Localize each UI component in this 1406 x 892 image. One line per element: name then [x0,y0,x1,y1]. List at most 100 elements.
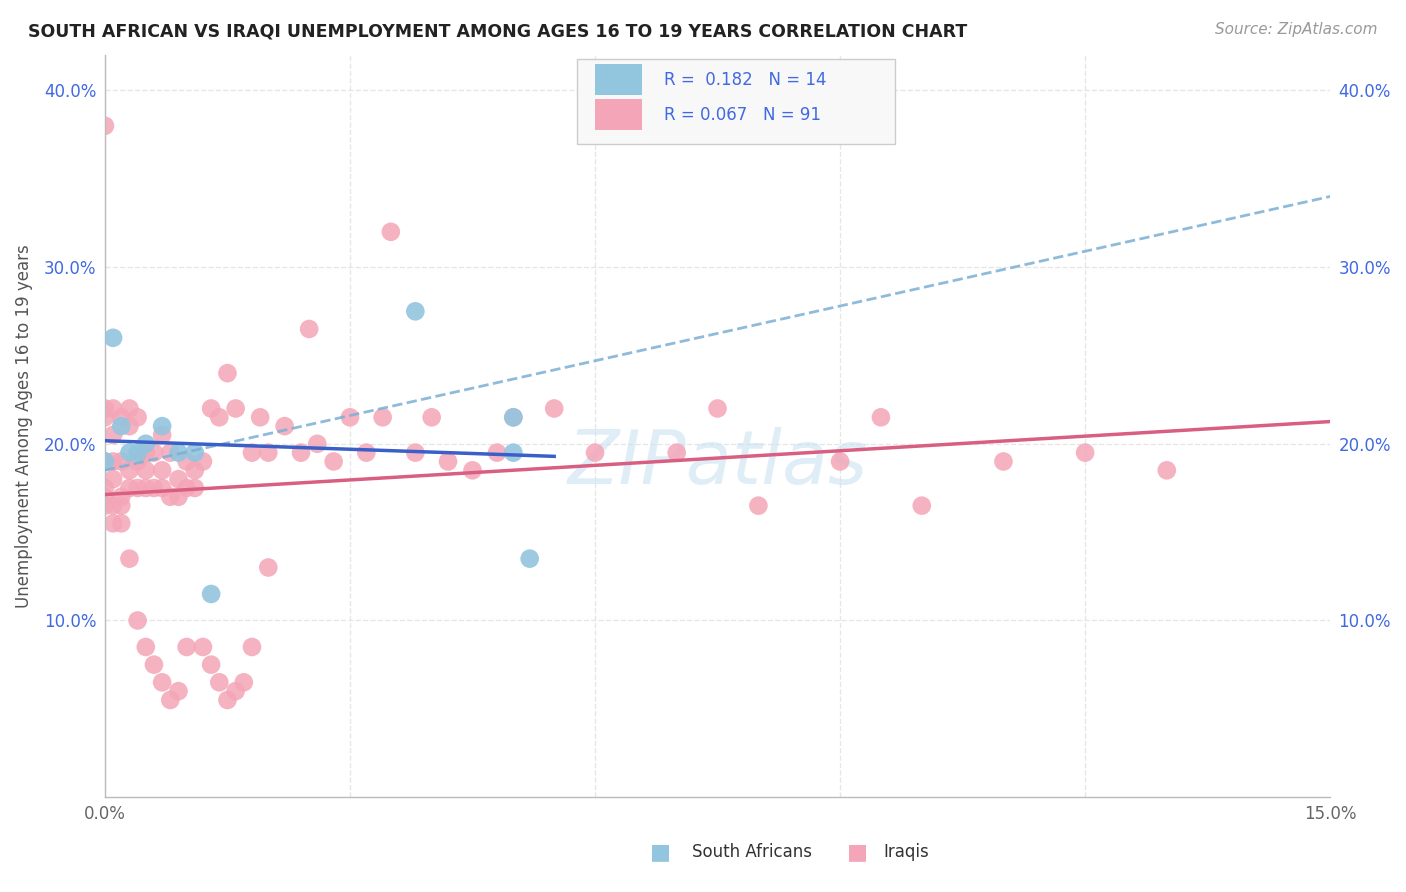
Text: Source: ZipAtlas.com: Source: ZipAtlas.com [1215,22,1378,37]
Text: R = 0.067   N = 91: R = 0.067 N = 91 [664,105,821,123]
Point [502,410,524,425]
Text: South Africans: South Africans [692,843,811,861]
Point [150,419,173,434]
Point [159,693,181,707]
Point [184,481,207,495]
Point [339,410,361,425]
Point [94,454,117,468]
Point [290,445,312,459]
Point [870,410,893,425]
FancyBboxPatch shape [595,99,641,130]
Point [273,419,295,434]
Point [110,419,132,434]
Point [110,516,132,531]
FancyBboxPatch shape [576,59,896,145]
Point [150,675,173,690]
Text: SOUTH AFRICAN VS IRAQI UNEMPLOYMENT AMONG AGES 16 TO 19 YEARS CORRELATION CHART: SOUTH AFRICAN VS IRAQI UNEMPLOYMENT AMON… [28,22,967,40]
FancyBboxPatch shape [595,64,641,95]
Text: ZIPatlas: ZIPatlas [568,427,868,500]
Point [208,410,231,425]
Point [167,445,190,459]
Point [502,445,524,459]
Point [142,481,165,495]
Point [94,410,117,425]
Point [232,675,254,690]
Point [404,304,426,318]
Point [502,410,524,425]
Point [200,657,222,672]
Point [150,481,173,495]
Point [519,551,541,566]
Point [993,454,1015,468]
Point [127,481,149,495]
Point [110,499,132,513]
Point [135,640,157,654]
Point [706,401,728,416]
Point [404,445,426,459]
Point [217,366,239,380]
Point [135,463,157,477]
Point [249,410,271,425]
Point [110,410,132,425]
Point [583,445,606,459]
Point [135,437,157,451]
Point [225,401,247,416]
Point [127,614,149,628]
Point [665,445,688,459]
Point [208,675,231,690]
Point [176,481,198,495]
Point [828,454,851,468]
Point [135,481,157,495]
Point [118,481,141,495]
Point [380,225,402,239]
Point [150,463,173,477]
Point [257,560,280,574]
Point [135,445,157,459]
Point [307,437,329,451]
Point [240,445,263,459]
Point [240,640,263,654]
Point [94,499,117,513]
Point [184,445,207,459]
Point [94,401,117,416]
Point [94,454,117,468]
Point [101,516,124,531]
Point [437,454,460,468]
Point [1156,463,1178,477]
Point [420,410,443,425]
Point [101,331,124,345]
Point [118,551,141,566]
Point [101,499,124,513]
Point [118,463,141,477]
Point [127,454,149,468]
Point [142,445,165,459]
Text: R =  0.182   N = 14: R = 0.182 N = 14 [664,70,827,88]
Point [461,463,484,477]
Point [176,640,198,654]
Point [127,445,149,459]
Point [322,454,344,468]
Point [200,587,222,601]
Text: ■: ■ [848,842,868,862]
Point [142,657,165,672]
Point [150,428,173,442]
Point [184,463,207,477]
Point [118,419,141,434]
Point [101,401,124,416]
Point [94,490,117,504]
Point [127,410,149,425]
Point [747,499,769,513]
Point [191,454,214,468]
Point [167,684,190,698]
Point [167,472,190,486]
Point [101,454,124,468]
Point [110,490,132,504]
Text: ■: ■ [651,842,671,862]
Point [118,401,141,416]
Point [159,445,181,459]
Point [101,428,124,442]
Point [298,322,321,336]
Point [485,445,508,459]
Point [371,410,394,425]
Point [217,693,239,707]
